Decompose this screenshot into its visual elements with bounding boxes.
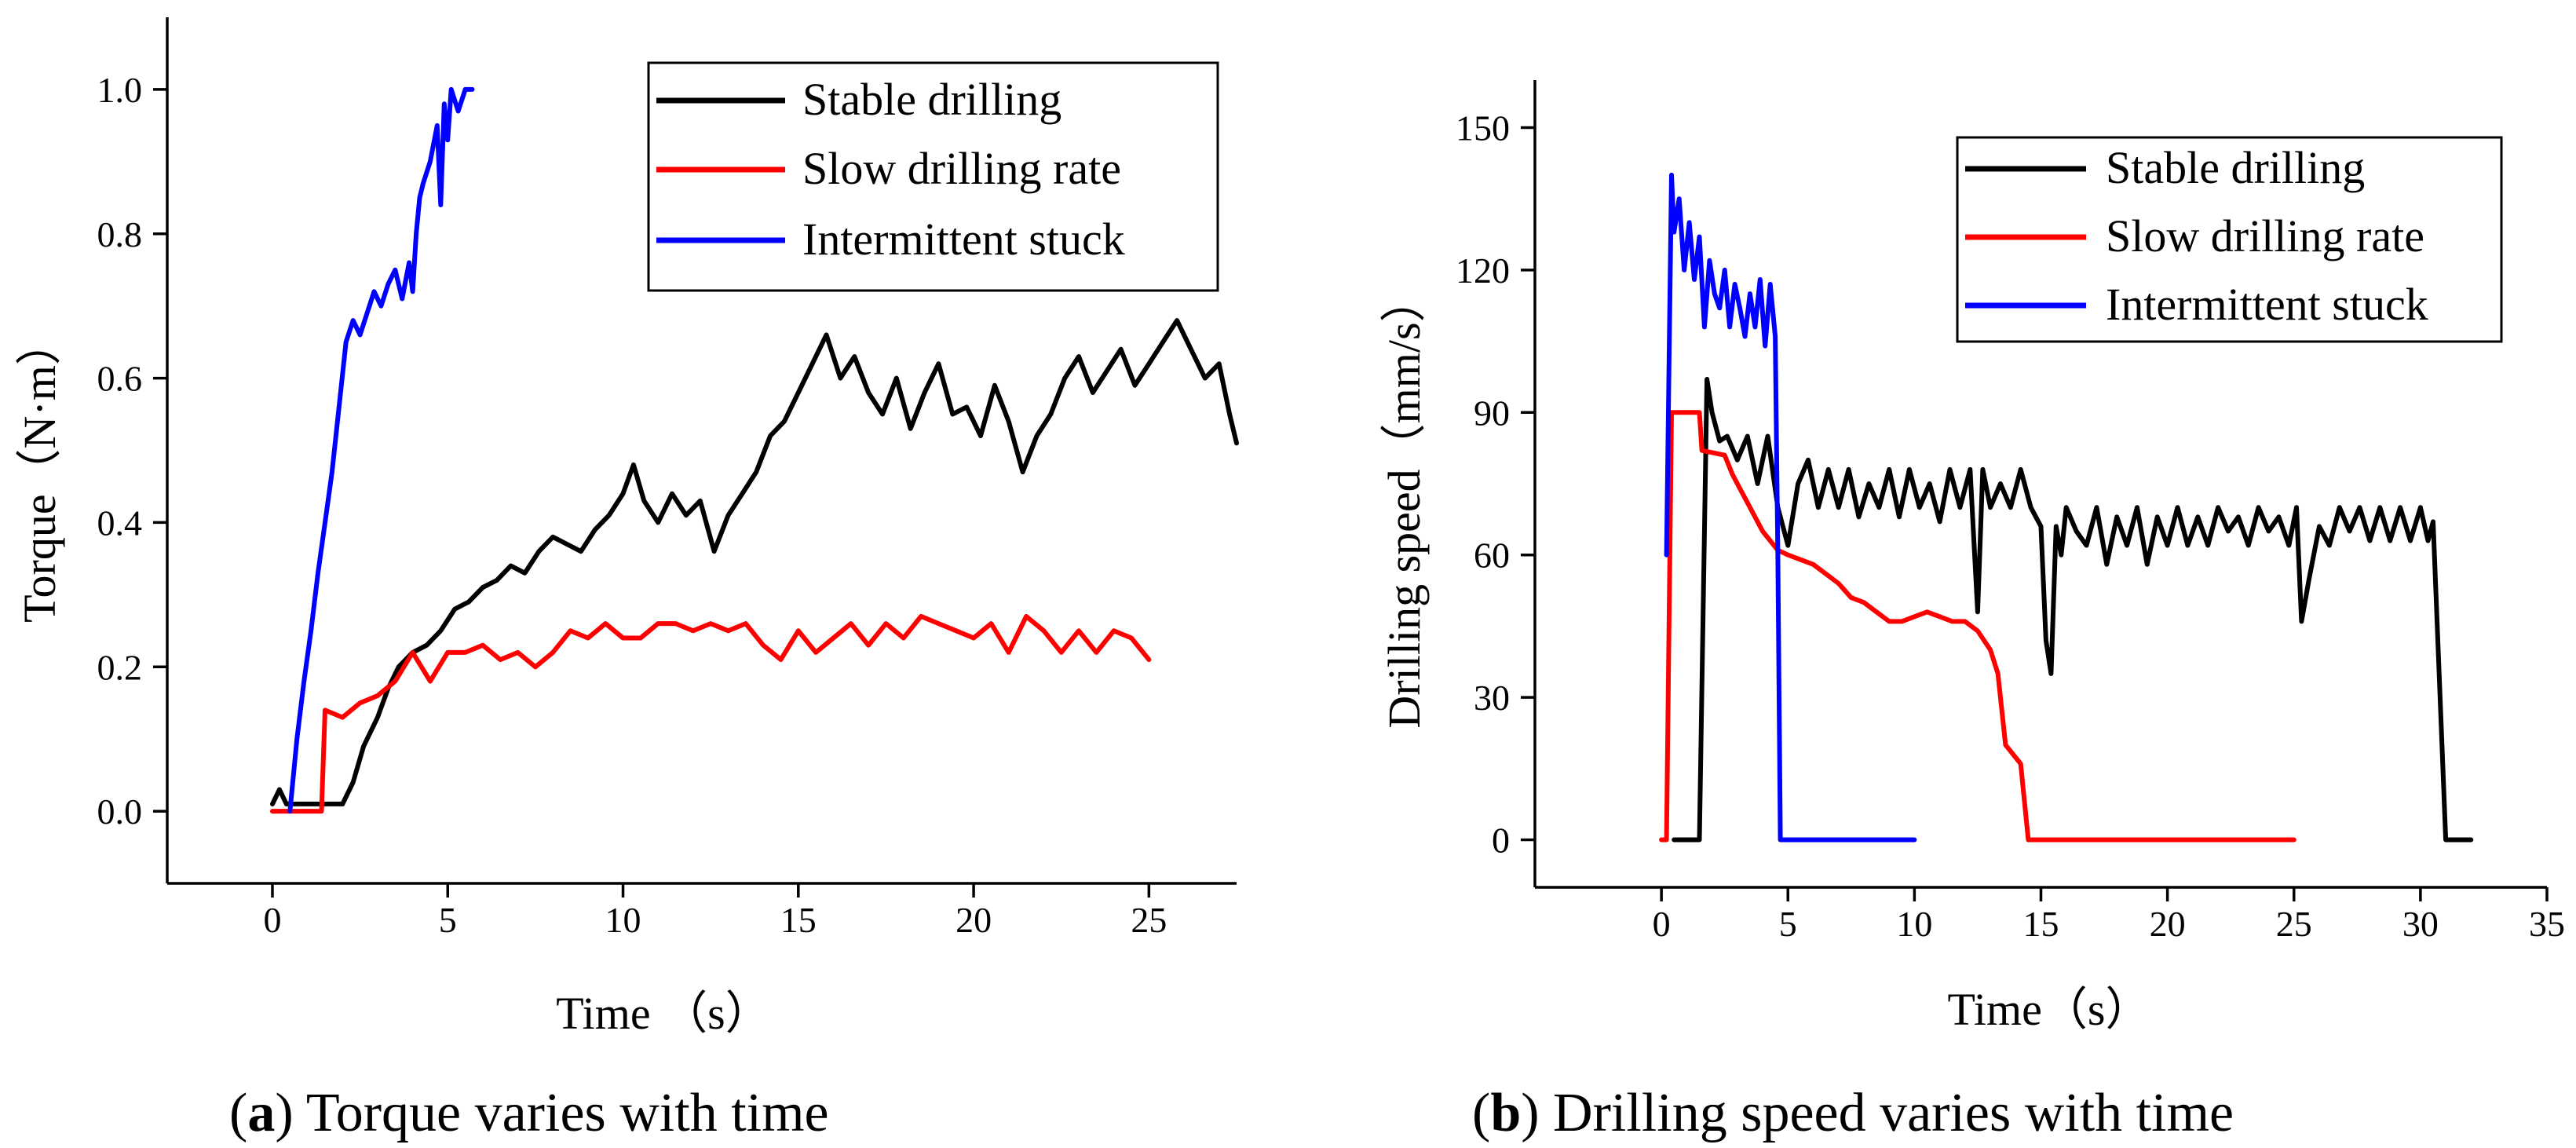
torque-y-tick-label: 0.0 [97,792,143,832]
speed-x-axis-title: Time（s） [1948,984,2151,1035]
torque-x-tick-label: 25 [1131,900,1167,940]
torque-legend-label-slow: Slow drilling rate [802,143,1121,194]
torque-legend-label-stuck: Intermittent stuck [802,214,1125,265]
speed-x-tick-label: 15 [2023,904,2059,944]
speed-x-tick-label: 0 [1653,904,1671,944]
speed-series-intermittent-stuck [1664,172,1917,843]
torque-y-tick-label: 0.6 [97,359,143,399]
torque-y-tick-label: 0.8 [97,214,143,254]
speed-legend-label-slow: Slow drilling rate [2106,210,2424,261]
caption-a-open: ( [229,1083,247,1143]
torque-x-tick-label: 10 [605,900,641,940]
speed-y-tick-label: 120 [1456,250,1510,291]
torque-y-tick-label: 1.0 [97,70,143,110]
drilling-speed-chart: 0 5 10 15 20 25 30 35 0 30 60 90 120 150 Time（s） Dri… [1379,80,2565,1035]
caption-b-open: ( [1472,1083,1490,1143]
speed-x-tick-label: 20 [2150,904,2186,944]
caption-b: (b) Drilling speed varies with time [1472,1083,2234,1143]
speed-x-tick-label: 25 [2276,904,2312,944]
speed-series-slow-drilling-rate [1659,410,2296,843]
speed-legend-label-stuck: Intermittent stuck [2106,279,2428,330]
caption-a: (a) Torque varies with time [229,1083,829,1143]
torque-legend: Stable drilling Slow drilling rate Inter… [647,61,1219,292]
torque-x-tick-label: 20 [955,900,992,940]
speed-legend-label-stable: Stable drilling [2106,142,2365,193]
caption-a-letter: a [247,1083,275,1143]
speed-series-stable-drilling [1672,377,2474,843]
speed-x-tick-label: 5 [1779,904,1797,944]
speed-y-tick-label: 90 [1474,393,1510,433]
caption-b-text: ) Drilling speed varies with time [1521,1083,2234,1143]
speed-y-axis-title: Drilling speed（mm/s） [1379,276,1430,728]
speed-y-tick-label: 60 [1474,536,1510,576]
torque-x-axis-title: Time （s） [556,988,770,1039]
speed-x-tick-label: 10 [1896,904,1932,944]
caption-a-text: ) Torque varies with time [275,1083,828,1143]
speed-x-tick-label: 35 [2529,904,2565,944]
torque-x-tick-label: 0 [263,900,281,940]
speed-y-tick-label: 0 [1492,821,1510,861]
torque-y-axis-title: Torque（N·m） [14,320,65,623]
torque-chart: 0 5 10 15 20 25 0.0 0.2 0.4 0.6 0.8 1.0 Time （s） T… [14,17,1239,1039]
torque-legend-label-stable: Stable drilling [802,74,1061,125]
torque-y-tick-label: 0.2 [97,647,143,687]
speed-legend: Stable drilling Slow drilling rate Inter… [1956,136,2503,343]
torque-series-stable-drilling [270,318,1239,806]
torque-x-tick-label: 15 [780,900,817,940]
torque-x-tick-label: 5 [439,900,457,940]
torque-series-intermittent-stuck [287,86,475,814]
torque-series-slow-drilling-rate [270,613,1152,814]
speed-y-tick-label: 150 [1456,108,1510,148]
caption-b-letter: b [1490,1083,1521,1143]
speed-y-tick-label: 30 [1474,678,1510,718]
speed-x-tick-label: 30 [2402,904,2439,944]
torque-y-tick-label: 0.4 [97,503,143,543]
